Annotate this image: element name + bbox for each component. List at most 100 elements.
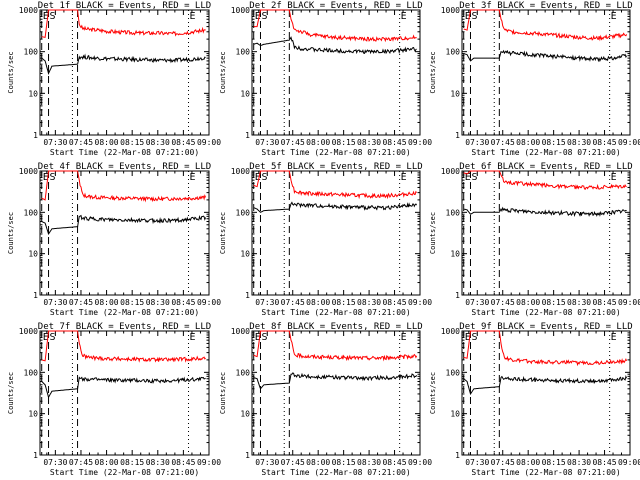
y-tick-label: 1 (245, 451, 250, 460)
x-tick-label: 09:00 (618, 458, 640, 467)
y-tick-label: 1000 (19, 327, 38, 336)
time-marker-label: E (611, 332, 617, 343)
y-tick-label: 10 (28, 89, 38, 98)
x-tick-label: 07:30 (255, 298, 279, 307)
x-tick-label: 08:30 (357, 138, 381, 147)
x-tick-label: 08:30 (567, 138, 591, 147)
y-tick-label: 1 (245, 291, 250, 300)
time-marker-label: E (190, 11, 196, 22)
x-tick-label: 09:00 (197, 458, 221, 467)
lld-series-line (463, 170, 627, 190)
x-tick-label: 08:30 (357, 298, 381, 307)
time-marker-label: E (43, 332, 49, 343)
events-series-line (463, 375, 628, 396)
lld-series-line (41, 9, 206, 39)
x-tick-label: 08:00 (95, 458, 119, 467)
y-tick-label: 1000 (19, 6, 38, 15)
x-tick-label: 09:00 (618, 138, 640, 147)
x-tick-label: 08:15 (542, 458, 566, 467)
y-axis-label: Counts/sec (219, 51, 227, 93)
panel-title: Det 7f BLACK = Events, RED = LLD (38, 322, 211, 332)
detector-panel: Det 3f BLACK = Events, RED = LLD 1 10 100 10… (429, 1, 640, 157)
x-tick-label: 08:15 (332, 138, 356, 147)
events-series-line (463, 49, 628, 63)
x-tick-label: 09:00 (408, 298, 432, 307)
x-tick-label: 07:30 (255, 138, 279, 147)
time-marker-label: E (465, 172, 471, 183)
y-tick-label: 1 (245, 131, 250, 140)
time-marker-label: E (401, 172, 407, 183)
y-tick-label: 1000 (441, 167, 460, 176)
x-tick-label: 08:45 (171, 138, 195, 147)
x-tick-label: 07:45 (281, 138, 305, 147)
x-tick-label: 08:15 (332, 458, 356, 467)
x-axis-label: Start Time (22-Mar-08 07:21:00) (261, 468, 410, 477)
y-tick-label: 10 (450, 250, 460, 259)
time-marker-label: E (465, 332, 471, 343)
x-tick-label: 09:00 (408, 458, 432, 467)
y-axis-label: Counts/sec (7, 212, 15, 254)
y-tick-label: 100 (446, 208, 461, 217)
time-marker-label: S (50, 332, 56, 343)
x-tick-label: 08:15 (120, 138, 144, 147)
y-tick-label: 1 (455, 131, 460, 140)
y-axis-label: Counts/sec (7, 51, 15, 93)
plot-frame (461, 9, 631, 136)
y-axis-label: Counts/sec (429, 51, 437, 93)
y-tick-label: 100 (236, 368, 251, 377)
time-marker-label: E (255, 172, 261, 183)
y-tick-label: 10 (450, 410, 460, 419)
x-tick-label: 08:30 (357, 458, 381, 467)
x-tick-label: 07:45 (491, 458, 515, 467)
x-tick-label: 09:00 (618, 298, 640, 307)
x-tick-label: 07:45 (69, 458, 93, 467)
x-tick-label: 08:00 (95, 138, 119, 147)
x-tick-label: 07:30 (43, 138, 67, 147)
y-tick-label: 1000 (231, 167, 250, 176)
time-marker-label: S (471, 172, 477, 183)
x-tick-label: 07:45 (69, 298, 93, 307)
events-series-line (463, 206, 627, 217)
y-tick-label: 1 (33, 291, 38, 300)
lld-series-line (463, 9, 628, 42)
x-tick-label: 08:00 (306, 138, 330, 147)
x-tick-label: 07:30 (43, 298, 67, 307)
x-tick-label: 08:30 (146, 458, 170, 467)
y-tick-label: 1000 (231, 327, 250, 336)
time-marker-label: S (261, 172, 267, 183)
plot-frame (461, 330, 631, 456)
y-tick-label: 1000 (441, 327, 460, 336)
x-tick-label: 08:45 (592, 298, 616, 307)
x-tick-label: 08:45 (592, 138, 616, 147)
detector-panel: Det 1f BLACK = Events, RED = LLD 1 10 100 10… (7, 1, 221, 157)
time-marker-label: E (255, 11, 261, 22)
y-tick-label: 10 (450, 89, 460, 98)
x-tick-label: 08:45 (171, 298, 195, 307)
events-series-line (41, 376, 206, 399)
detector-panel: Det 5f BLACK = Events, RED = LLD 1 10 100 10… (219, 162, 432, 317)
x-axis-label: Start Time (22-Mar-08 07:21:00) (261, 148, 410, 157)
events-series-line (253, 201, 418, 213)
x-tick-label: 08:45 (171, 458, 195, 467)
y-tick-label: 10 (240, 250, 250, 259)
x-axis-label: Start Time (22-Mar-08 07:21:00) (50, 148, 199, 157)
x-axis-label: Start Time (22-Mar-08 07:21:00) (471, 148, 620, 157)
y-axis-label: Counts/sec (219, 372, 227, 414)
x-tick-label: 07:45 (491, 138, 515, 147)
lld-series-line (253, 9, 417, 43)
y-tick-label: 10 (28, 410, 38, 419)
x-tick-label: 07:30 (43, 458, 67, 467)
events-series-line (41, 53, 206, 75)
panel-title: Det 1f BLACK = Events, RED = LLD (38, 1, 211, 11)
y-tick-label: 100 (24, 48, 39, 57)
x-tick-label: 08:00 (95, 298, 119, 307)
plot-frame (251, 9, 421, 136)
x-tick-label: 08:00 (516, 298, 540, 307)
lld-series-line (253, 330, 418, 362)
x-axis-label: Start Time (22-Mar-08 07:21:00) (471, 468, 620, 477)
x-tick-label: 08:15 (120, 298, 144, 307)
time-marker-label: E (43, 172, 49, 183)
panel-title: Det 6f BLACK = Events, RED = LLD (459, 162, 632, 172)
y-tick-label: 1000 (19, 167, 38, 176)
